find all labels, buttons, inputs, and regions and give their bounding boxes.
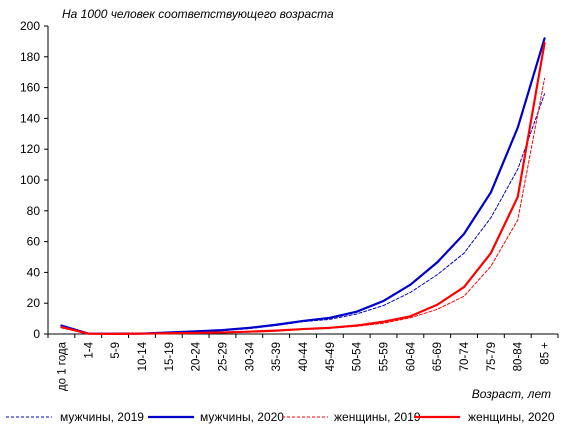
axes [47, 26, 558, 335]
x-tick-label: 35-39 [271, 342, 283, 371]
x-axis-ticks: до 1 года 1-4 5-9 10-14 15-19 20-24 25-29 30-34… [47, 334, 559, 391]
x-tick-label: 65-69 [432, 342, 444, 371]
y-tick-label: 160 [20, 81, 40, 95]
x-tick-label: 15-19 [164, 342, 176, 371]
chart-subtitle: На 1000 человек соответствующего возраст… [62, 7, 334, 21]
series-line [60, 37, 546, 335]
x-tick-label: 20-24 [191, 341, 203, 371]
x-tick-label: 10-14 [137, 341, 149, 371]
y-tick-label: 100 [20, 173, 40, 187]
legend-label: мужчины, 2019 [60, 410, 144, 424]
y-axis-ticks: 0 20 40 60 80 100 120 140 160 180 200 [20, 19, 48, 341]
series-line [60, 93, 546, 335]
y-tick-label: 20 [27, 296, 41, 310]
x-tick-label: 80-84 [513, 341, 525, 371]
x-tick-label: 45-49 [325, 342, 337, 371]
legend-label: женщины, 2020 [468, 410, 555, 424]
x-tick-label: 55-59 [379, 342, 391, 371]
x-tick-label: 50-54 [352, 341, 364, 371]
y-tick-label: 180 [20, 50, 40, 64]
series-line [60, 77, 546, 335]
y-tick-label: 200 [20, 19, 40, 33]
series-line [60, 41, 546, 335]
y-tick-label: 140 [20, 111, 40, 125]
series-lines [60, 37, 546, 335]
x-tick-label: до 1 года [56, 341, 68, 391]
x-tick-label: 1-4 [83, 341, 95, 358]
x-tick-label: 25-29 [217, 342, 229, 371]
x-tick-label: 85 + [540, 342, 552, 365]
y-tick-label: 0 [33, 327, 40, 341]
legend-label: мужчины, 2020 [200, 410, 284, 424]
y-tick-label: 80 [27, 204, 41, 218]
x-tick-label: 40-44 [298, 341, 310, 371]
x-tick-label: 30-34 [244, 341, 256, 371]
legend-label: женщины, 2019 [334, 410, 421, 424]
y-tick-label: 60 [27, 235, 41, 249]
x-tick-label: 70-74 [459, 341, 471, 371]
legend: мужчины, 2019 мужчины, 2020 женщины, 2019 ж… [6, 410, 555, 424]
x-tick-label: 5-9 [110, 342, 122, 359]
x-tick-label: 75-79 [486, 342, 498, 371]
x-axis-title: Возраст, лет [472, 387, 551, 401]
y-tick-label: 120 [20, 142, 40, 156]
y-tick-label: 40 [27, 265, 41, 279]
x-tick-label: 60-64 [405, 341, 417, 371]
